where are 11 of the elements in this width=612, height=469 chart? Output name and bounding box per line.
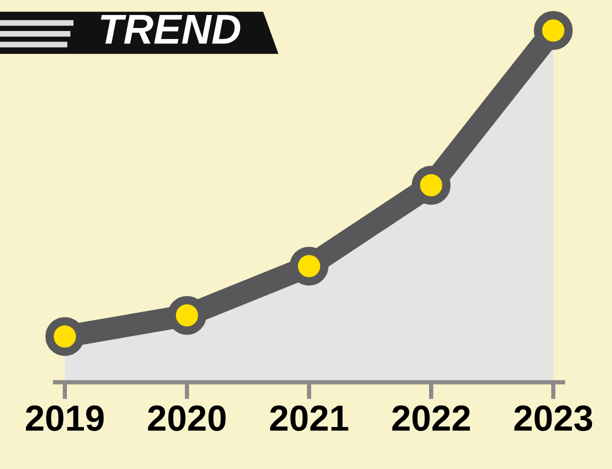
x-tick-label: 2023 [514,405,592,432]
point [290,246,329,286]
x-tick-label: 2019 [26,405,104,431]
point [168,296,206,335]
x-tick-label: 2020 [148,405,226,431]
x-tick-label: 2021 [270,405,348,431]
x-tick-label: 2022 [392,405,470,431]
point [45,317,84,356]
point [534,11,573,50]
point [412,166,451,205]
chart-title: TREND [100,14,240,44]
